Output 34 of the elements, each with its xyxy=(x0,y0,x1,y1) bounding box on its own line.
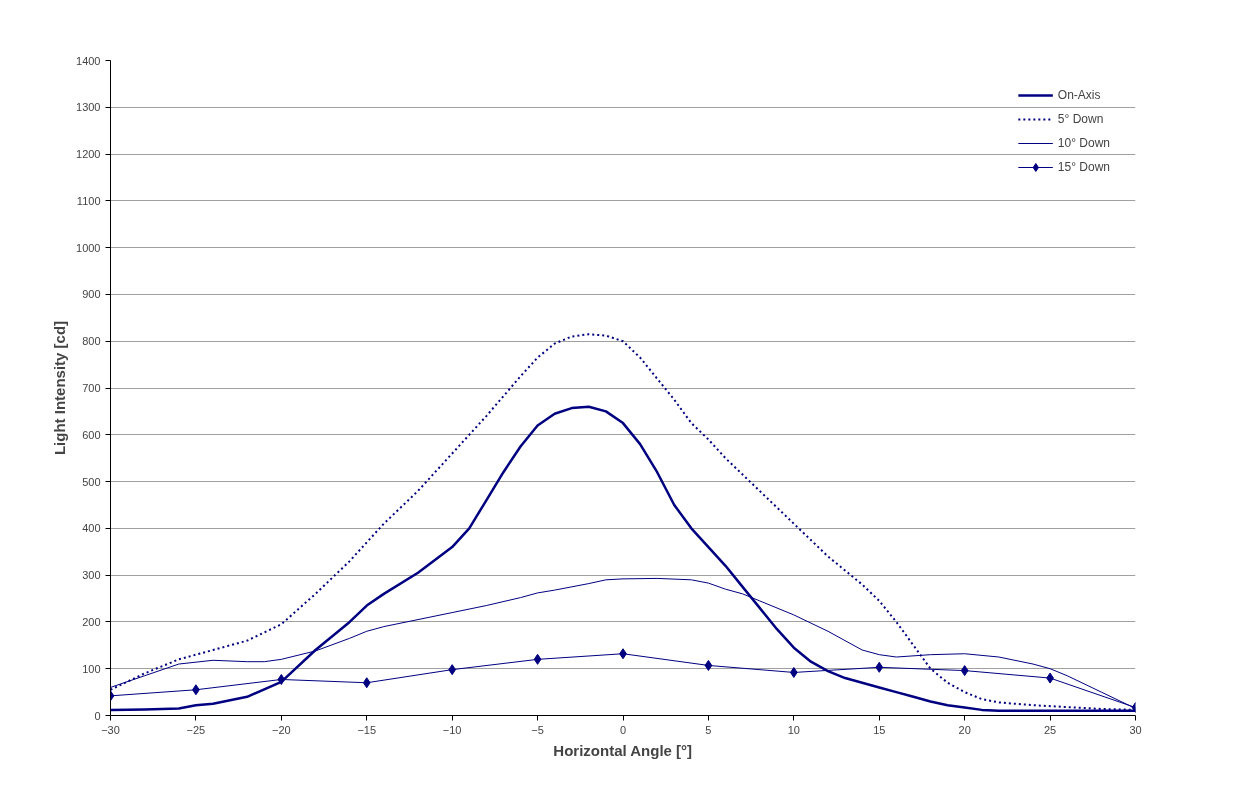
x-tick-label: 25 xyxy=(1043,723,1057,736)
y-tick-label: 1400 xyxy=(76,54,101,67)
x-tick-label: 0 xyxy=(619,723,627,736)
x-tick-label: 20 xyxy=(958,723,971,736)
x-tick-label: −5 xyxy=(531,723,544,736)
x-tick-label: −30 xyxy=(101,723,120,736)
y-tick-label: 1300 xyxy=(76,101,101,114)
y-tick-label: 500 xyxy=(82,475,101,488)
y-tick-label: 900 xyxy=(82,288,101,301)
y-tick-label: 1200 xyxy=(76,148,101,161)
x-tick-label: −10 xyxy=(442,723,462,736)
y-tick-label: 400 xyxy=(82,522,101,535)
y-tick-label: 100 xyxy=(82,662,101,675)
legend-label: On-Axis xyxy=(1057,88,1101,102)
y-tick-label: 800 xyxy=(82,335,101,348)
y-axis-title: Light Intensity [cd] xyxy=(51,320,69,456)
y-tick-label: 200 xyxy=(82,615,101,628)
legend-label: 5° Down xyxy=(1057,112,1104,126)
x-tick-label: −15 xyxy=(357,723,377,736)
legend-label: 10° Down xyxy=(1057,136,1110,150)
legend-label: 15° Down xyxy=(1057,160,1110,174)
x-tick-label: 30 xyxy=(1129,723,1142,736)
x-tick-label: −20 xyxy=(272,723,291,736)
y-tick-label: 600 xyxy=(82,428,101,441)
x-tick-label: 10 xyxy=(787,723,800,736)
y-tick-label: 0 xyxy=(94,709,101,722)
y-tick-label: 1000 xyxy=(76,241,101,254)
x-tick-label: 15 xyxy=(873,723,886,736)
y-tick-label: 300 xyxy=(82,569,101,582)
y-tick-label: 1100 xyxy=(76,194,101,207)
x-tick-label: 5 xyxy=(705,723,712,736)
y-tick-label: 700 xyxy=(82,382,101,394)
x-axis-title: Horizontal Angle [°] xyxy=(553,741,693,759)
x-tick-label: −25 xyxy=(186,723,206,736)
